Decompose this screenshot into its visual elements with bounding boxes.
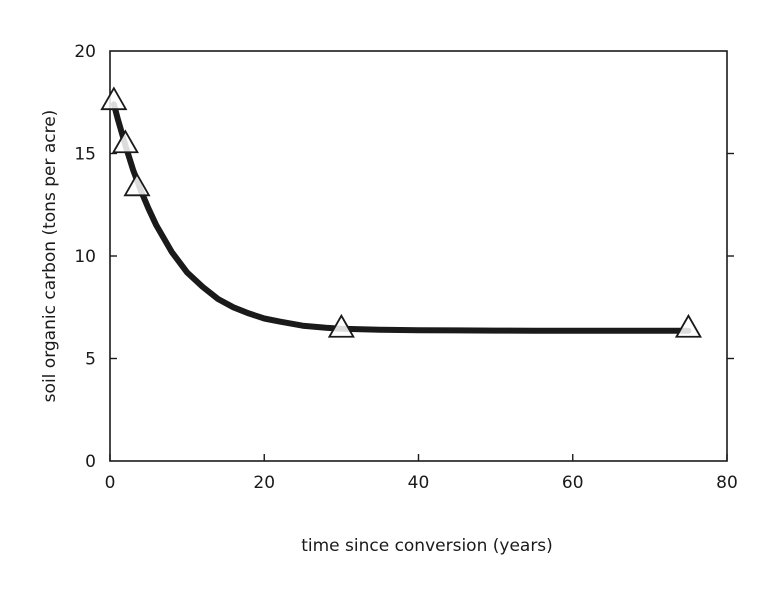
x-tick-label: 20 xyxy=(253,473,275,493)
x-tick-label: 60 xyxy=(562,473,584,493)
y-tick-label: 5 xyxy=(85,350,96,370)
y-tick-label: 0 xyxy=(85,452,96,472)
x-tick-label: 40 xyxy=(408,473,430,493)
tick-labels: 0 20 40 60 80 0 5 10 15 20 xyxy=(74,42,737,493)
data-point-triangle xyxy=(327,313,355,338)
y-tick-label: 20 xyxy=(74,42,96,62)
ticks xyxy=(109,152,734,461)
data-point-triangle xyxy=(674,313,702,338)
x-tick-label: 0 xyxy=(105,473,116,493)
y-tick-label: 10 xyxy=(74,247,96,267)
y-axis-title: soil organic carbon (tons per acre) xyxy=(40,110,60,403)
y-tick-label: 15 xyxy=(74,145,96,165)
data-point-triangle xyxy=(123,172,151,197)
plot-area-border xyxy=(109,50,728,462)
fitted-curve xyxy=(110,101,692,334)
data-point-triangle xyxy=(111,129,139,154)
series-layer xyxy=(100,86,702,338)
plot-frame xyxy=(109,50,728,462)
data-point-triangle xyxy=(100,86,128,111)
x-tick-label: 80 xyxy=(716,473,738,493)
x-axis-title: time since conversion (years) xyxy=(301,536,553,556)
